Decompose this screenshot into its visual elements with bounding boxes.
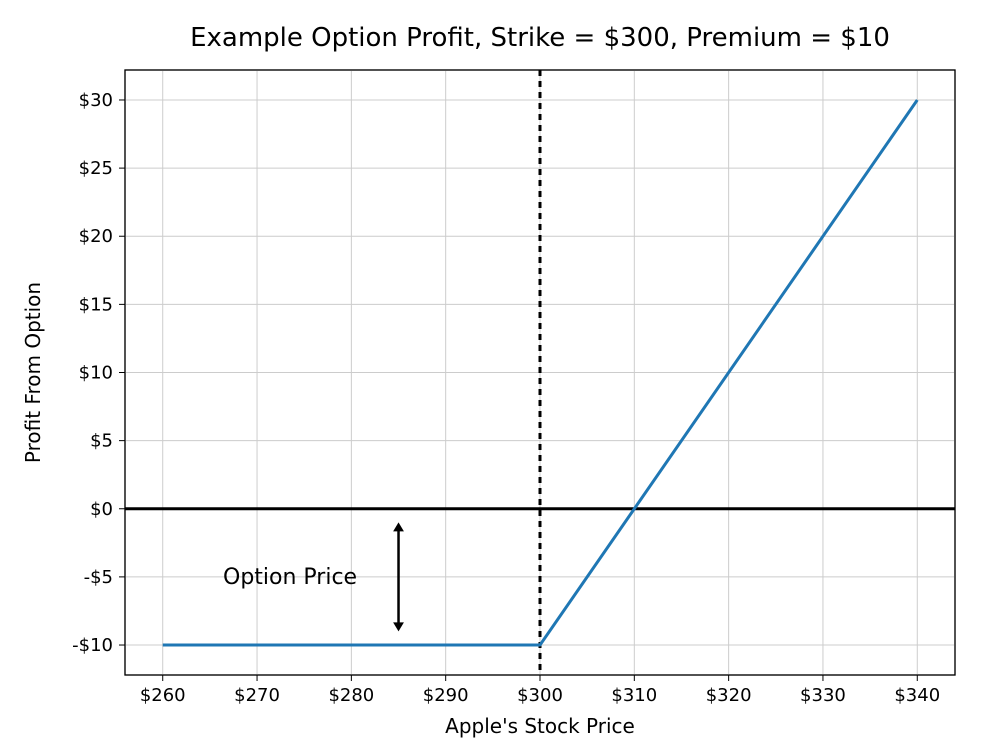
x-tick-label: $270 [234, 685, 280, 706]
x-axis-label: Apple's Stock Price [445, 714, 635, 738]
y-tick-label: -$5 [84, 567, 113, 588]
x-tick-label: $310 [611, 685, 657, 706]
x-tick-label: $330 [800, 685, 846, 706]
y-tick-label: $30 [79, 90, 113, 111]
x-tick-label: $300 [517, 685, 563, 706]
chart-title: Example Option Profit, Strike = $300, Pr… [190, 23, 890, 53]
y-axis-label: Profit From Option [21, 282, 45, 463]
x-tick-label: $320 [706, 685, 752, 706]
y-tick-label: -$10 [72, 635, 113, 656]
y-tick-label: $0 [90, 499, 113, 520]
y-tick-label: $20 [79, 226, 113, 247]
x-tick-label: $290 [423, 685, 469, 706]
y-tick-label: $25 [79, 158, 113, 179]
x-tick-label: $260 [140, 685, 186, 706]
chart-container: $260 $270 $280 $290 $300 $310 $320 $330 $340 -$10… [0, 0, 1000, 750]
x-tick-label: $340 [894, 685, 940, 706]
y-tick-label: $10 [79, 363, 113, 384]
y-tick-label: $15 [79, 294, 113, 315]
y-tick-label: $5 [90, 431, 113, 452]
option-profit-chart: $260 $270 $280 $290 $300 $310 $320 $330 $340 -$10… [0, 0, 1000, 750]
option_price_label: Option Price [223, 565, 357, 590]
x-tick-label: $280 [328, 685, 374, 706]
